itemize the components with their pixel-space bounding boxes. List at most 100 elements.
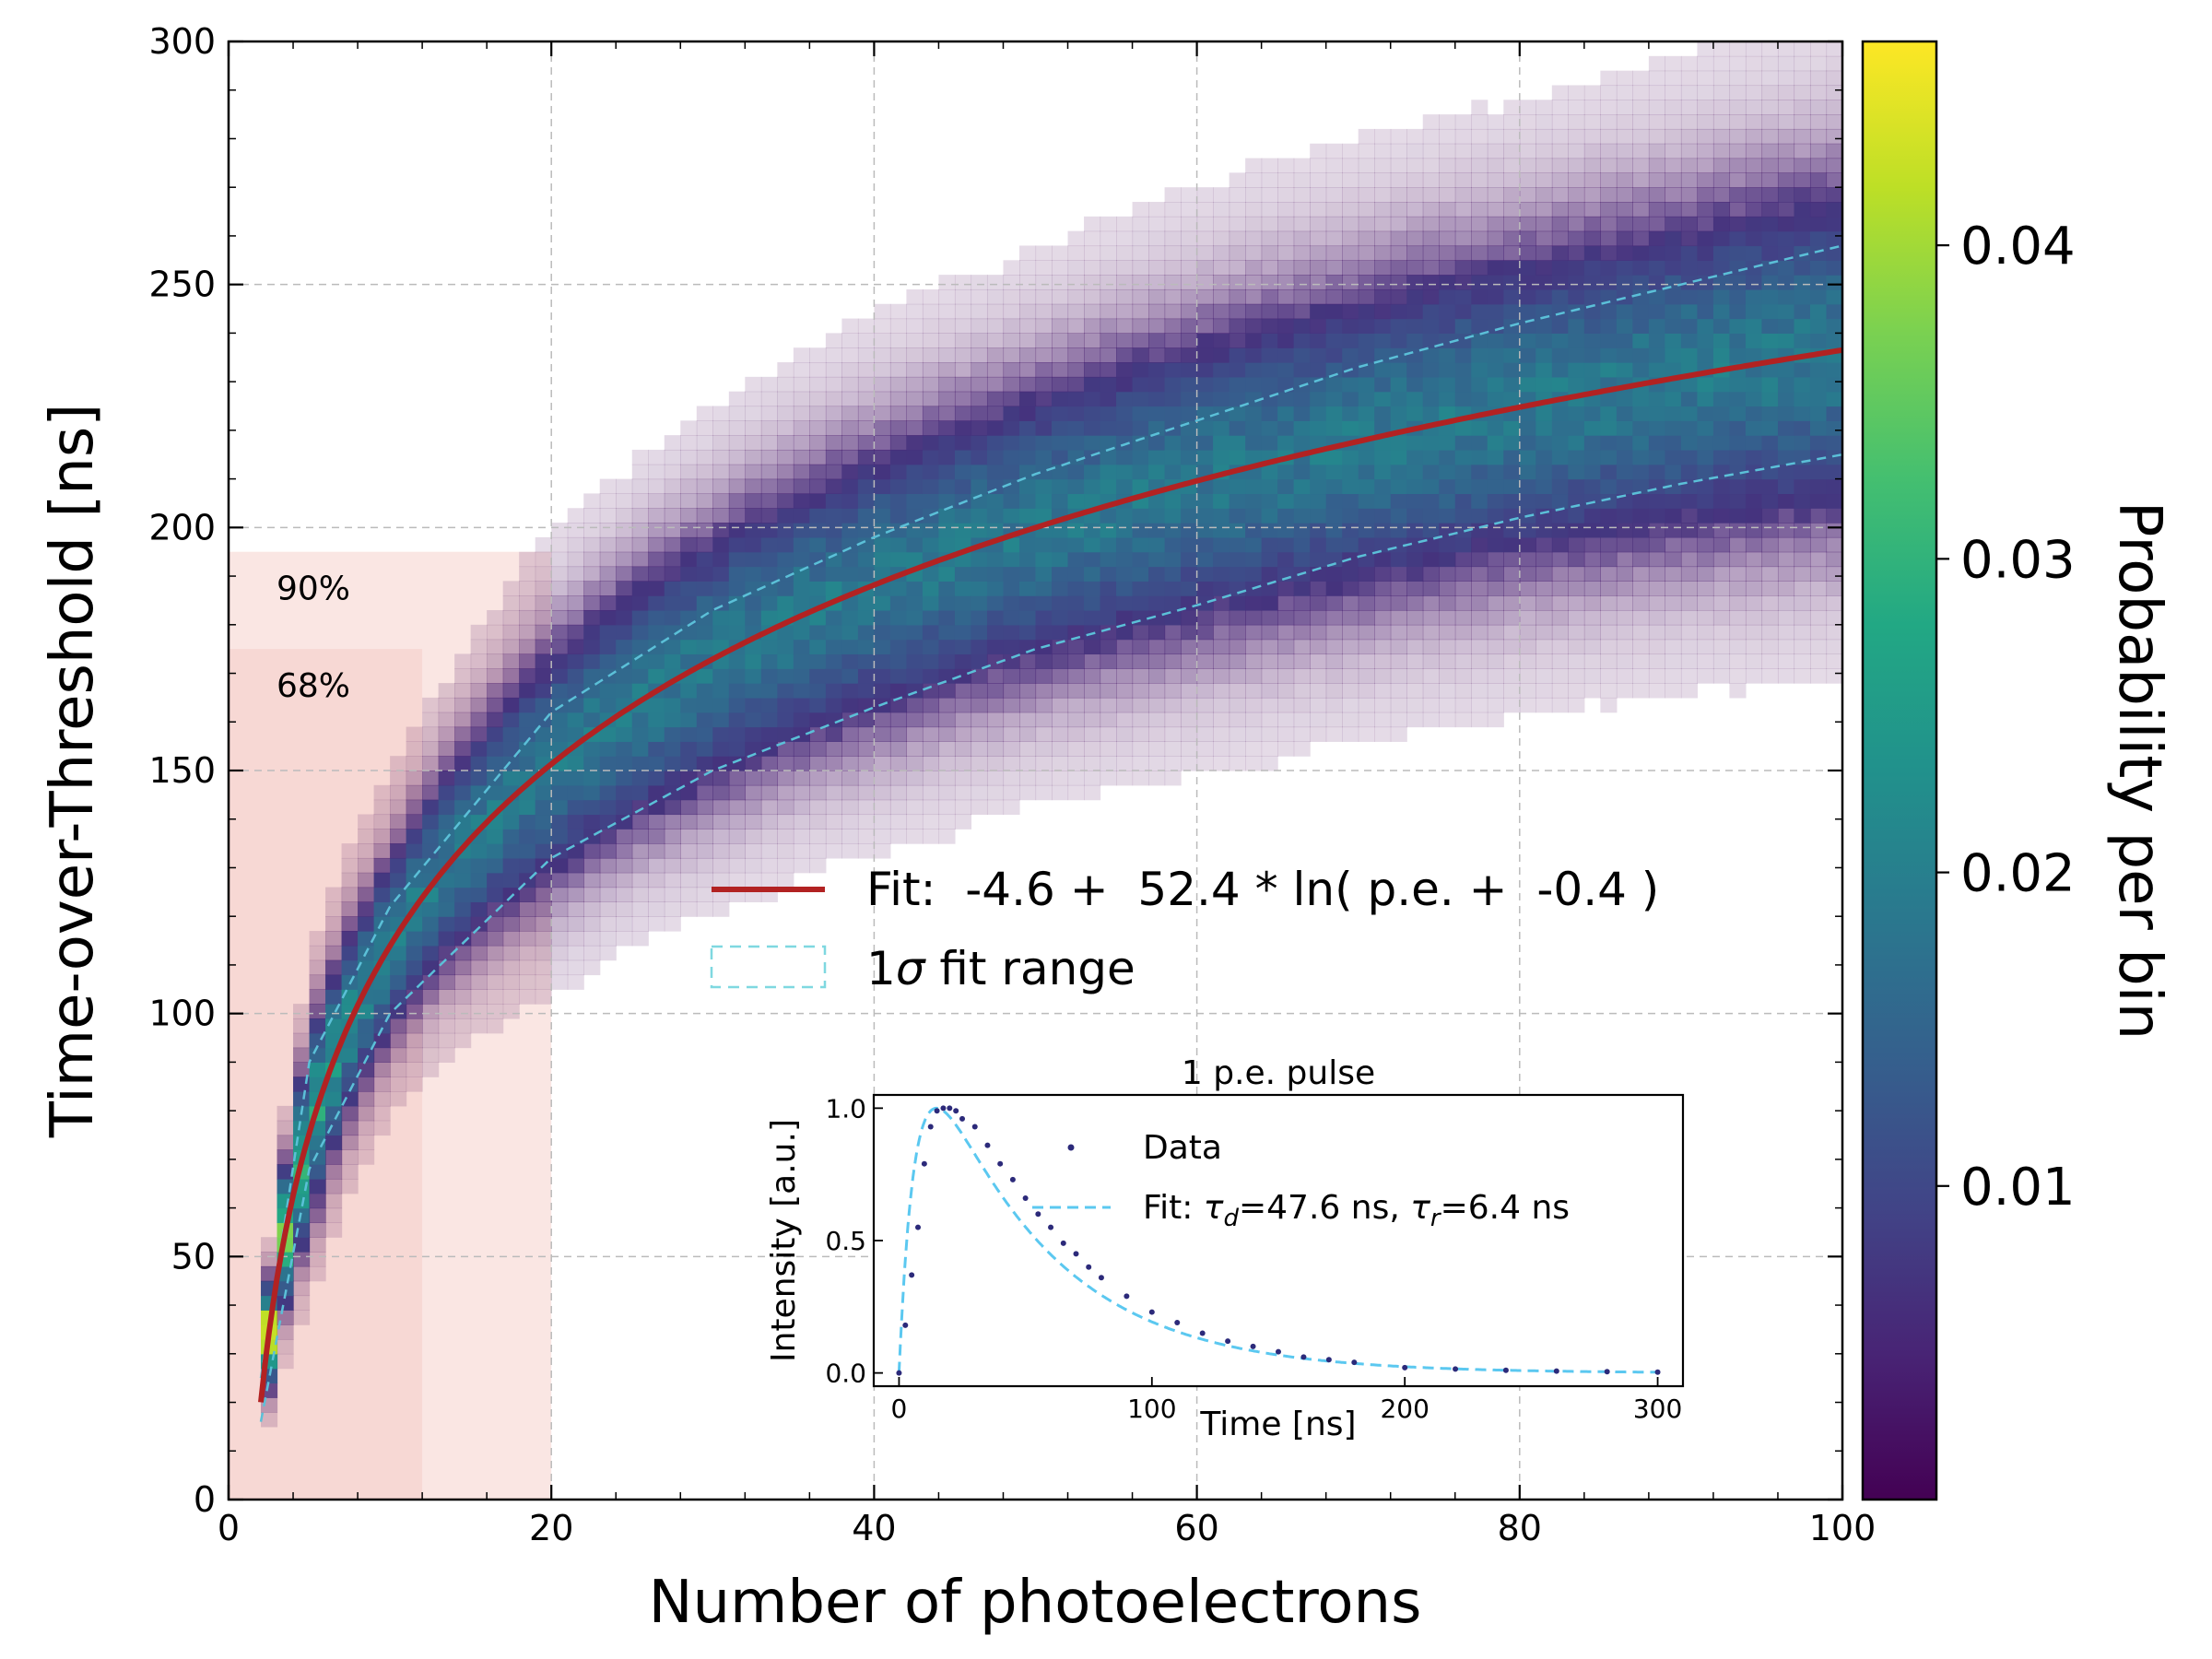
- heatmap-cell: [1680, 143, 1699, 159]
- heatmap-cell: [648, 595, 665, 611]
- heatmap-cell: [1067, 609, 1085, 626]
- heatmap-cell: [971, 508, 988, 524]
- heatmap-cell: [1116, 609, 1134, 626]
- heatmap-cell: [325, 1207, 343, 1224]
- heatmap-cell: [583, 756, 601, 771]
- heatmap-cell: [390, 1062, 407, 1077]
- heatmap-cell: [1035, 771, 1053, 786]
- heatmap-cell: [1277, 187, 1295, 203]
- heatmap-cell: [1826, 41, 1842, 57]
- heatmap-cell: [1745, 493, 1763, 509]
- heatmap-cell: [502, 653, 520, 669]
- heatmap-cell: [874, 653, 891, 669]
- heatmap-cell: [1018, 668, 1037, 684]
- heatmap-cell: [502, 609, 520, 626]
- heatmap-cell: [1422, 245, 1440, 261]
- heatmap-cell: [535, 639, 552, 655]
- heatmap-cell: [1632, 230, 1650, 247]
- heatmap-cell: [906, 653, 924, 669]
- heatmap-cell: [341, 945, 359, 961]
- heatmap-cell: [1761, 362, 1779, 378]
- heatmap-cell: [680, 435, 698, 451]
- heatmap-cell: [1826, 202, 1842, 218]
- heatmap-cell: [358, 1105, 375, 1122]
- heatmap-cell: [1616, 683, 1633, 699]
- heatmap-cell: [1067, 756, 1085, 771]
- heatmap-cell: [1503, 347, 1521, 363]
- heatmap-cell: [1003, 347, 1020, 363]
- y-tick-label: 100: [148, 994, 216, 1034]
- heatmap-cell: [1551, 362, 1569, 378]
- heatmap-cell: [1084, 683, 1101, 699]
- heatmap-cell: [1535, 523, 1553, 538]
- heatmap-cell: [922, 523, 940, 538]
- heatmap-cell: [551, 566, 569, 582]
- heatmap-cell: [728, 420, 746, 436]
- heatmap-cell: [1503, 536, 1521, 553]
- heatmap-cell: [1181, 581, 1198, 596]
- heatmap-cell: [1471, 318, 1488, 334]
- heatmap-cell: [1809, 391, 1828, 407]
- heatmap-cell: [1487, 303, 1504, 320]
- heatmap-cell: [1487, 260, 1504, 276]
- heatmap-cell: [696, 697, 713, 713]
- heatmap-cell: [1406, 464, 1424, 480]
- heatmap-cell: [487, 683, 504, 699]
- heatmap-cell: [777, 508, 794, 524]
- heatmap-cell: [954, 303, 972, 320]
- heatmap-cell: [1600, 260, 1618, 276]
- heatmap-cell: [809, 420, 827, 436]
- heatmap-cell: [390, 756, 407, 771]
- heatmap-cell: [1471, 668, 1488, 684]
- heatmap-cell: [1648, 406, 1665, 421]
- heatmap-cell: [1325, 230, 1343, 247]
- heatmap-cell: [1583, 128, 1601, 145]
- heatmap-cell: [1600, 478, 1618, 495]
- heatmap-cell: [1390, 653, 1407, 669]
- heatmap-cell: [1325, 668, 1343, 684]
- heatmap-cell: [1100, 624, 1117, 641]
- colorbar-tick-label: 0.03: [1960, 530, 2076, 590]
- heatmap-cell: [567, 974, 584, 990]
- heatmap-cell: [341, 901, 359, 917]
- heatmap-cell: [1422, 624, 1440, 641]
- heatmap-cell: [760, 799, 778, 816]
- heatmap-cell: [1358, 536, 1375, 553]
- heatmap-cell: [712, 449, 730, 465]
- heatmap-cell: [648, 843, 665, 859]
- heatmap-cell: [1245, 362, 1263, 378]
- legend-band-label-one: 1: [866, 942, 896, 995]
- heatmap-cell: [1310, 653, 1327, 669]
- heatmap-cell: [1761, 85, 1779, 100]
- heatmap-cell: [1213, 230, 1230, 247]
- heatmap-cell: [664, 595, 681, 611]
- heatmap-cell: [358, 959, 375, 976]
- heatmap-cell: [535, 595, 552, 611]
- heatmap-cell: [1680, 303, 1699, 320]
- heatmap-cell: [1164, 668, 1182, 684]
- heatmap-cell: [1018, 435, 1037, 451]
- heatmap-cell: [631, 726, 649, 742]
- heatmap-cell: [1325, 581, 1343, 596]
- heatmap-cell: [470, 784, 488, 801]
- heatmap-cell: [406, 1018, 423, 1034]
- heatmap-cell: [809, 741, 827, 757]
- heatmap-cell: [1439, 566, 1456, 582]
- heatmap-cell: [1826, 275, 1842, 290]
- heatmap-cell: [1632, 158, 1650, 173]
- heatmap-cell: [1745, 581, 1763, 596]
- heatmap-cell: [1261, 536, 1278, 553]
- heatmap-cell: [874, 624, 891, 641]
- heatmap-cell: [1084, 275, 1101, 290]
- heatmap-cell: [583, 551, 601, 568]
- heatmap-cell: [358, 857, 375, 874]
- heatmap-cell: [809, 639, 827, 655]
- heatmap-cell: [390, 799, 407, 816]
- heatmap-cell: [1018, 391, 1037, 407]
- heatmap-cell: [567, 566, 584, 582]
- heatmap-cell: [986, 697, 1005, 713]
- heatmap-cell: [373, 1105, 391, 1122]
- heatmap-cell: [309, 1265, 326, 1282]
- heatmap-cell: [841, 318, 859, 334]
- heatmap-cell: [728, 697, 746, 713]
